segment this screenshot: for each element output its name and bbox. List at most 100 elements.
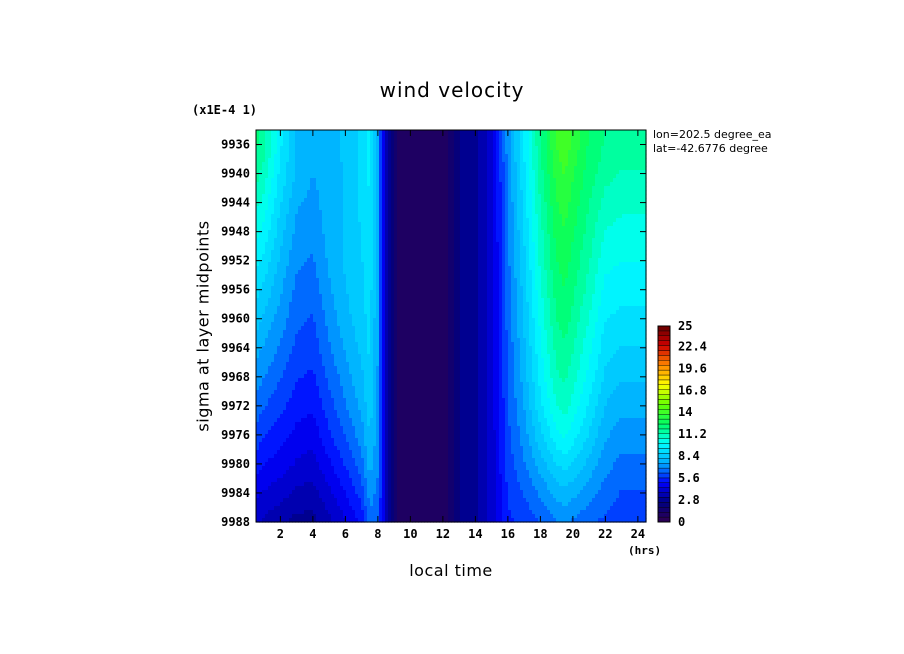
heatmap-cell: [508, 186, 512, 191]
heatmap-cell: [307, 154, 311, 159]
heatmap-cell: [589, 178, 593, 183]
heatmap-cell: [616, 202, 620, 207]
heatmap-cell: [460, 202, 464, 207]
heatmap-cell: [319, 214, 323, 219]
heatmap-cell: [460, 210, 464, 215]
heatmap-cell: [274, 170, 278, 175]
heatmap-cell: [280, 134, 284, 139]
heatmap-cell: [445, 146, 449, 151]
heatmap-cell: [373, 154, 377, 159]
heatmap-cell: [520, 170, 524, 175]
heatmap-cell: [616, 162, 620, 167]
heatmap-cell: [640, 134, 644, 139]
heatmap-cell: [526, 194, 530, 199]
heatmap-cell: [454, 186, 458, 191]
heatmap-cell: [415, 178, 419, 183]
heatmap-cell: [292, 170, 296, 175]
heatmap-cell: [622, 150, 626, 155]
heatmap-cell: [343, 146, 347, 151]
heatmap-cell: [514, 202, 518, 207]
heatmap-cell: [262, 170, 266, 175]
heatmap-cell: [331, 166, 335, 171]
heatmap-cell: [376, 154, 380, 159]
heatmap-cell: [439, 166, 443, 171]
heatmap-cell: [511, 138, 515, 143]
heatmap-cell: [580, 154, 584, 159]
heatmap-cell: [316, 142, 320, 147]
heatmap-cell: [373, 150, 377, 155]
heatmap-cell: [544, 150, 548, 155]
heatmap-cell: [412, 186, 416, 191]
heatmap-cell: [271, 178, 275, 183]
heatmap-cell: [385, 214, 389, 219]
heatmap-cell: [421, 178, 425, 183]
heatmap-cell: [277, 202, 281, 207]
heatmap-cell: [385, 170, 389, 175]
heatmap-cell: [631, 154, 635, 159]
heatmap-cell: [493, 202, 497, 207]
heatmap-cell: [403, 174, 407, 179]
heatmap-cell: [550, 150, 554, 155]
heatmap-cell: [550, 202, 554, 207]
heatmap-cell: [544, 190, 548, 195]
heatmap-cell: [625, 142, 629, 147]
heatmap-cell: [604, 154, 608, 159]
heatmap-cell: [421, 190, 425, 195]
heatmap-cell: [553, 186, 557, 191]
heatmap-cell: [487, 170, 491, 175]
heatmap-cell: [496, 134, 500, 139]
heatmap-cell: [583, 138, 587, 143]
heatmap-cell: [379, 190, 383, 195]
heatmap-cell: [343, 186, 347, 191]
heatmap-cell: [364, 134, 368, 139]
heatmap-cell: [373, 182, 377, 187]
heatmap-cell: [628, 210, 632, 215]
heatmap-cell: [550, 178, 554, 183]
heatmap-cell: [523, 190, 527, 195]
heatmap-cell: [406, 166, 410, 171]
heatmap-cell: [355, 130, 359, 135]
heatmap-cell: [439, 146, 443, 151]
heatmap-cell: [532, 138, 536, 143]
heatmap-cell: [481, 186, 485, 191]
heatmap-cell: [274, 146, 278, 151]
heatmap-cell: [301, 190, 305, 195]
heatmap-cell: [562, 170, 566, 175]
heatmap-cell: [355, 174, 359, 179]
heatmap-cell: [502, 138, 506, 143]
heatmap-cell: [391, 186, 395, 191]
heatmap-cell: [526, 178, 530, 183]
heatmap-cell: [544, 186, 548, 191]
heatmap-cell: [259, 186, 263, 191]
heatmap-cell: [343, 138, 347, 143]
heatmap-cell: [565, 198, 569, 203]
heatmap-cell: [541, 154, 545, 159]
heatmap-cell: [604, 174, 608, 179]
heatmap-cell: [298, 186, 302, 191]
heatmap-cell: [415, 130, 419, 135]
heatmap-cell: [526, 142, 530, 147]
heatmap-cell: [289, 178, 293, 183]
heatmap-cell: [448, 158, 452, 163]
heatmap-cell: [394, 166, 398, 171]
heatmap-cell: [598, 154, 602, 159]
heatmap-cell: [604, 134, 608, 139]
heatmap-cell: [472, 210, 476, 215]
heatmap-cell: [262, 198, 266, 203]
heatmap-cell: [277, 130, 281, 135]
heatmap-cell: [472, 186, 476, 191]
heatmap-cell: [454, 154, 458, 159]
heatmap-cell: [577, 174, 581, 179]
heatmap-cell: [391, 134, 395, 139]
heatmap-cell: [319, 150, 323, 155]
heatmap-cell: [382, 210, 386, 215]
heatmap-cell: [346, 130, 350, 135]
heatmap-cell: [331, 194, 335, 199]
heatmap-cell: [634, 146, 638, 151]
heatmap-cell: [550, 210, 554, 215]
heatmap-cell: [466, 146, 470, 151]
heatmap-cell: [550, 198, 554, 203]
heatmap-cell: [562, 150, 566, 155]
heatmap-cell: [616, 198, 620, 203]
heatmap-cell: [289, 158, 293, 163]
